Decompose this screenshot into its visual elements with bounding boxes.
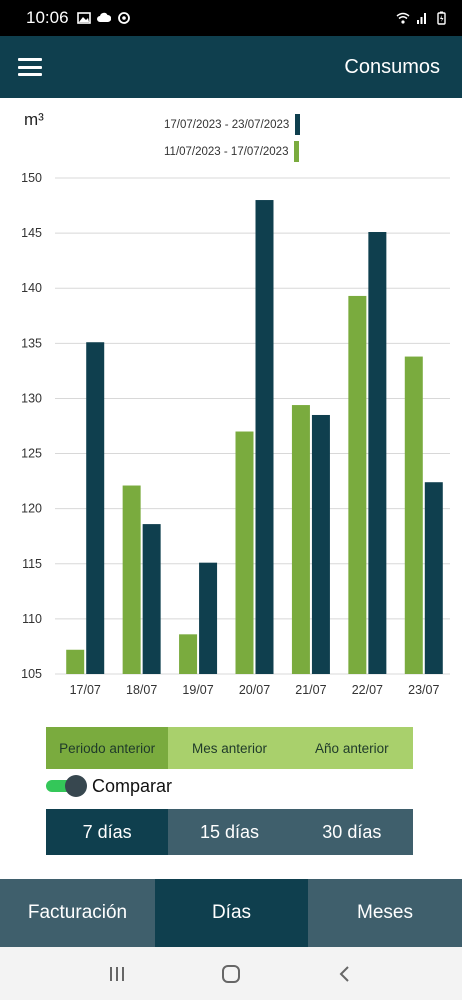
x-tick-label: 19/07 [182, 683, 213, 697]
bar-previous-period [66, 649, 85, 674]
bar-previous-period [179, 634, 198, 674]
bar-current-period [255, 200, 274, 675]
x-tick-label: 20/07 [239, 683, 270, 697]
y-tick-label: 150 [21, 171, 42, 185]
page-title: Consumos [344, 55, 440, 78]
app-bar: Consumos [0, 36, 462, 98]
x-tick-label: 17/07 [70, 683, 101, 697]
legend-item-previous: 11/07/2023 - 17/07/2023 [164, 138, 300, 165]
bar-current-period [424, 482, 443, 674]
legend-label-previous: 11/07/2023 - 17/07/2023 [164, 145, 289, 158]
x-tick-label: 23/07 [408, 683, 439, 697]
y-tick-label: 115 [22, 557, 42, 571]
y-tick-label: 125 [21, 447, 42, 461]
back-icon[interactable] [325, 954, 365, 994]
bar-current-period [86, 342, 105, 674]
bar-current-period [368, 232, 387, 674]
status-time: 10:06 [26, 8, 69, 27]
y-tick-label: 145 [21, 226, 42, 240]
comparison-period-selector: Periodo anterior Mes anterior Año anteri… [46, 727, 413, 769]
y-tick-label: 110 [22, 612, 42, 626]
days-range-selector: 7 días 15 días 30 días [46, 809, 413, 855]
status-bar: 10:06 [0, 0, 462, 36]
chart-unit-label: m³ [24, 110, 44, 129]
tab-facturacion[interactable]: Facturación [0, 879, 155, 947]
status-system-icons [396, 11, 448, 25]
y-tick-label: 130 [21, 391, 42, 405]
toggle-thumb [65, 775, 87, 797]
bar-previous-period [235, 431, 254, 674]
legend-swatch-previous [294, 141, 300, 162]
system-navigation-bar [0, 947, 462, 1000]
bar-previous-period [404, 356, 423, 674]
wifi-icon [396, 12, 410, 24]
compare-toggle-row: Comparar [46, 772, 172, 800]
tab-dias[interactable]: Días [155, 879, 308, 947]
bar-current-period [199, 562, 218, 674]
x-tick-label: 18/07 [126, 683, 157, 697]
sync-icon [117, 12, 130, 24]
home-icon[interactable] [211, 954, 251, 994]
bar-previous-period [348, 295, 367, 674]
compare-toggle[interactable] [46, 775, 88, 797]
chart-legend: 17/07/2023 - 23/07/2023 11/07/2023 - 17/… [164, 111, 301, 165]
bar-current-period [142, 524, 161, 674]
recent-apps-icon[interactable] [97, 954, 137, 994]
status-notification-icons [76, 11, 131, 25]
y-tick-label: 135 [21, 336, 42, 350]
gallery-notification-icon [76, 12, 91, 24]
cloud-icon [96, 12, 111, 22]
days-option-15[interactable]: 15 días [168, 809, 291, 855]
range-option-ano-anterior[interactable]: Año anterior [290, 727, 413, 769]
battery-icon [437, 11, 446, 25]
bar-previous-period [291, 405, 310, 674]
consumption-bar-chart: 105 110 115 120 125 130 135 140 145 150 17/07 18/07… [21, 171, 450, 697]
days-option-30[interactable]: 30 días [290, 809, 413, 855]
x-tick-label: 22/07 [352, 683, 383, 697]
legend-label-current: 17/07/2023 - 23/07/2023 [164, 118, 290, 131]
y-tick-label: 140 [21, 281, 42, 295]
bottom-tab-bar: Facturación Días Meses [0, 879, 462, 947]
tab-meses[interactable]: Meses [308, 879, 462, 947]
days-option-7[interactable]: 7 días [46, 809, 169, 855]
signal-icon [417, 13, 426, 24]
menu-icon[interactable] [18, 58, 42, 76]
legend-swatch-current [295, 114, 301, 135]
y-tick-label: 120 [21, 502, 42, 516]
legend-item-current: 17/07/2023 - 23/07/2023 [164, 111, 301, 138]
compare-toggle-label: Comparar [92, 775, 173, 796]
range-option-periodo-anterior[interactable]: Periodo anterior [46, 727, 169, 769]
range-option-mes-anterior[interactable]: Mes anterior [168, 727, 291, 769]
bar-current-period [311, 414, 330, 674]
y-tick-label: 105 [21, 667, 42, 681]
bar-previous-period [122, 485, 141, 674]
x-tick-label: 21/07 [295, 683, 326, 697]
